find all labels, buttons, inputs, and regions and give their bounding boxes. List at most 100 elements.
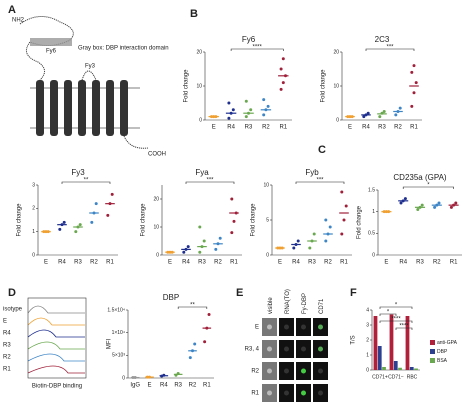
n-terminus: NH2 (12, 18, 25, 24)
bar (377, 346, 382, 370)
histogram-curve (27, 305, 85, 314)
data-point (403, 197, 407, 201)
data-point (244, 115, 248, 119)
cell (301, 346, 306, 352)
cell (267, 368, 272, 374)
receptor-diagram: NH2 Fy6 Fy3 Gray box: DBP interaction do… (12, 16, 169, 158)
panel-label: E (236, 287, 243, 299)
column-label: RNA(TO) (285, 289, 291, 314)
x-tick-label: IgG (130, 383, 140, 389)
significance-label: **** (391, 317, 401, 323)
data-point (378, 115, 382, 119)
data-point (214, 247, 218, 251)
data-point (362, 115, 366, 119)
row-label: E (255, 325, 259, 331)
data-point (399, 201, 403, 205)
bar (405, 316, 410, 370)
significance-label: * (395, 303, 398, 309)
data-point (344, 204, 348, 208)
data-point (410, 104, 414, 108)
bar (414, 368, 418, 370)
data-point (342, 218, 346, 222)
data-point (416, 208, 420, 211)
y-tick-label: 3 (366, 322, 369, 328)
data-point (230, 231, 234, 235)
x-tick-label: R3 (198, 260, 206, 266)
y-tick-label: 0 (122, 375, 125, 381)
panel-label: D (8, 287, 16, 299)
y-tick-label: 0 (372, 252, 375, 258)
data-point (207, 313, 211, 317)
gray-box (30, 38, 72, 46)
cell (267, 346, 272, 352)
histogram-curve (27, 353, 85, 362)
x-tick-label: R2 (214, 260, 222, 266)
x-tick-label: R3 (174, 383, 182, 389)
y-tick-label: 0 (336, 117, 339, 123)
data-point (188, 356, 192, 360)
y-tick-label: 3 (32, 182, 35, 188)
data-point (279, 87, 283, 91)
bar (398, 367, 402, 370)
significance-label: * (427, 183, 430, 189)
domain-label: Fy3 (85, 64, 96, 70)
cell (284, 368, 289, 374)
chart-title: 2C3 (375, 35, 390, 44)
significance-bracket (61, 181, 111, 184)
histogram-curve (27, 317, 85, 326)
helices (36, 80, 128, 136)
x-tick-label: R2 (394, 125, 402, 131)
x-axis-label: Biotin-DBP binding (32, 384, 82, 390)
y-axis-label: Fold change (141, 203, 147, 237)
x-tick-label: R1 (230, 260, 238, 266)
row-label: R1 (251, 391, 259, 397)
x-tick-label: R2 (433, 260, 441, 266)
significance-label: ** (84, 178, 89, 184)
data-point (414, 81, 418, 85)
chart-title: CD235a (GPA) (393, 173, 447, 182)
data-point (366, 111, 370, 115)
histogram-curve (27, 341, 85, 350)
data-point (412, 64, 416, 68)
data-point (203, 340, 207, 344)
data-point (412, 91, 416, 95)
data-point (410, 70, 414, 74)
bar (409, 367, 414, 370)
data-point (182, 250, 186, 254)
y-axis-label: MFI (107, 339, 113, 350)
cell (284, 324, 289, 330)
x-tick-label: R3 (245, 125, 253, 131)
data-point (296, 239, 300, 243)
data-point (279, 67, 283, 71)
y-tick-label: 20 (153, 196, 159, 202)
significance-label: *** (386, 45, 394, 51)
y-tick-label: 0 (266, 252, 269, 258)
cell (267, 390, 272, 396)
y-tick-label: 10 (153, 224, 159, 230)
chart-title: Fy6 (242, 35, 256, 44)
y-tick-label: 0.5 (368, 231, 375, 237)
x-tick-label: E (348, 125, 352, 131)
y-tick-label: 10 (196, 83, 202, 89)
cell (318, 368, 323, 374)
x-tick-label: R4 (292, 260, 300, 266)
panel-label: A (8, 4, 16, 16)
data-point (244, 99, 248, 103)
y-axis-label: Fold change (357, 205, 363, 239)
x-tick-label: E (384, 260, 388, 266)
data-point (74, 230, 78, 234)
data-point (186, 245, 190, 249)
histogram-curve (27, 365, 85, 374)
data-point (308, 246, 312, 250)
significance-bracket (295, 181, 345, 184)
y-tick-label: 20 (196, 49, 202, 55)
x-tick-label: RBC (407, 374, 418, 380)
y-tick-label: 2 (32, 206, 35, 212)
data-point (281, 57, 285, 61)
histogram-frame (27, 297, 87, 379)
data-point (292, 246, 296, 250)
cell (284, 390, 289, 396)
y-tick-label: 0 (156, 252, 159, 258)
x-tick-label: R4 (227, 125, 235, 131)
x-tick-label: E (44, 260, 48, 266)
